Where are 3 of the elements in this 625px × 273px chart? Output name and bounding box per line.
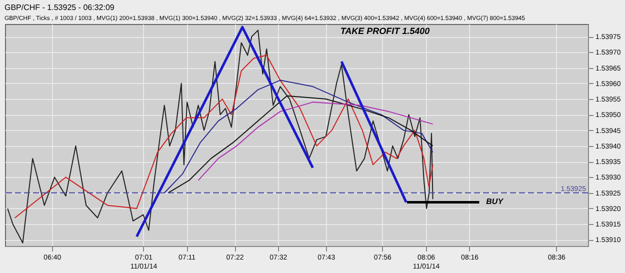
annotation: TAKE PROFIT 1.5400 xyxy=(340,26,430,36)
annotation: BUY xyxy=(486,197,504,206)
chart-title: GBP/CHF - 1.53925 - 06:32:09 xyxy=(4,3,115,12)
